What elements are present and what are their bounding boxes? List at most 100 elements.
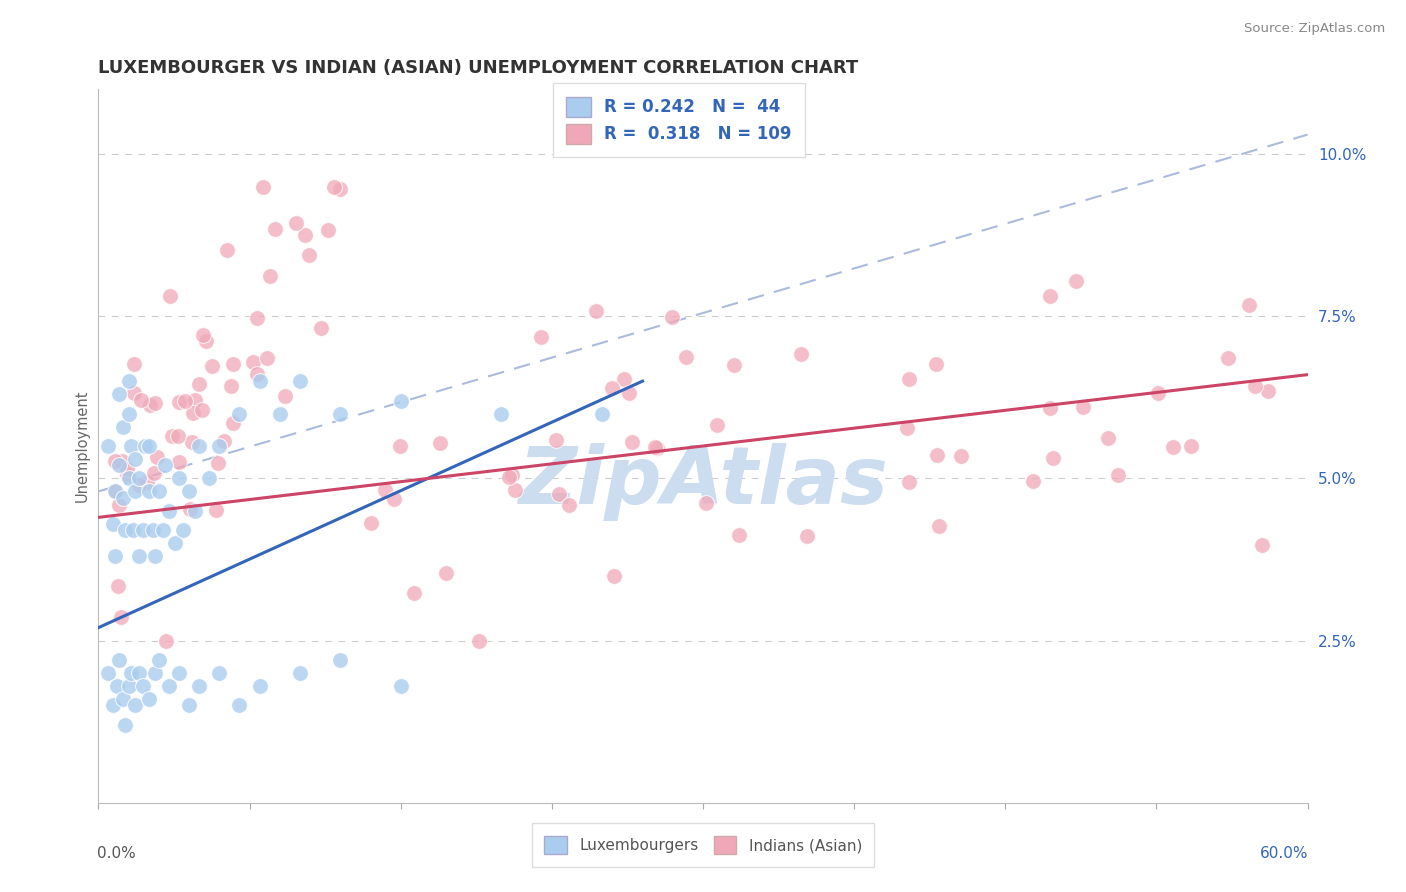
Point	[645, 441, 668, 455]
Point	[121, 524, 143, 538]
Point	[111, 419, 134, 434]
Point	[242, 355, 264, 369]
Point	[107, 653, 129, 667]
Point	[104, 453, 127, 467]
Point	[181, 406, 204, 420]
Point	[138, 692, 160, 706]
Point	[207, 457, 229, 471]
Point	[898, 475, 921, 490]
Point	[148, 653, 170, 667]
Point	[167, 666, 190, 681]
Text: 0.0%: 0.0%	[97, 846, 136, 861]
Point	[128, 471, 150, 485]
Point	[644, 441, 666, 455]
Point	[143, 396, 166, 410]
Text: LUXEMBOURGER VS INDIAN (ASIAN) UNEMPLOYMENT CORRELATION CHART: LUXEMBOURGER VS INDIAN (ASIAN) UNEMPLOYM…	[98, 59, 859, 77]
Point	[796, 529, 818, 543]
Point	[1250, 538, 1272, 552]
Point	[284, 216, 307, 230]
Point	[167, 455, 190, 469]
Point	[896, 421, 918, 435]
Point	[374, 483, 396, 497]
Point	[263, 222, 285, 236]
Point	[530, 330, 553, 344]
Point	[558, 498, 581, 512]
Point	[205, 503, 228, 517]
Point	[124, 357, 146, 371]
Point	[1107, 467, 1129, 482]
Point	[167, 471, 190, 485]
Point	[108, 499, 131, 513]
Point	[274, 388, 297, 402]
Point	[468, 633, 491, 648]
Point	[146, 450, 169, 465]
Point	[389, 393, 412, 408]
Point	[228, 698, 250, 713]
Point	[115, 462, 138, 476]
Point	[1161, 440, 1184, 454]
Point	[928, 519, 950, 533]
Point	[619, 385, 641, 400]
Point	[142, 466, 165, 480]
Point	[603, 569, 626, 583]
Point	[111, 491, 134, 505]
Point	[501, 467, 523, 482]
Point	[188, 679, 211, 693]
Point	[97, 666, 120, 681]
Point	[323, 179, 346, 194]
Point	[591, 407, 613, 421]
Point	[122, 386, 145, 401]
Point	[252, 179, 274, 194]
Point	[169, 395, 191, 409]
Point	[1147, 386, 1170, 401]
Point	[136, 475, 159, 490]
Point	[329, 653, 352, 667]
Point	[269, 407, 291, 421]
Point	[129, 392, 152, 407]
Point	[1180, 439, 1202, 453]
Point	[179, 698, 201, 713]
Point	[111, 454, 134, 468]
Point	[1039, 289, 1062, 303]
Point	[138, 439, 160, 453]
Point	[621, 434, 644, 449]
Point	[184, 504, 207, 518]
Point	[546, 434, 568, 448]
Point	[259, 269, 281, 284]
Point	[215, 243, 238, 257]
Point	[1073, 400, 1095, 414]
Point	[132, 679, 155, 693]
Text: 60.0%: 60.0%	[1260, 846, 1309, 861]
Point	[166, 429, 188, 443]
Point	[118, 374, 141, 388]
Point	[163, 536, 186, 550]
Point	[139, 398, 162, 412]
Point	[120, 439, 142, 453]
Point	[429, 435, 451, 450]
Point	[208, 439, 231, 453]
Point	[152, 524, 174, 538]
Point	[162, 429, 184, 443]
Point	[298, 248, 321, 262]
Point	[950, 449, 973, 463]
Point	[228, 407, 250, 421]
Point	[128, 666, 150, 681]
Point	[661, 310, 683, 324]
Point	[107, 458, 129, 473]
Point	[222, 357, 245, 371]
Point	[288, 374, 311, 388]
Point	[695, 496, 717, 510]
Point	[111, 692, 134, 706]
Point	[389, 439, 412, 453]
Point	[382, 491, 405, 506]
Point	[103, 484, 125, 499]
Point	[389, 679, 412, 693]
Point	[124, 484, 146, 499]
Point	[107, 579, 129, 593]
Text: Source: ZipAtlas.com: Source: ZipAtlas.com	[1244, 22, 1385, 36]
Point	[198, 471, 221, 485]
Point	[1216, 351, 1239, 365]
Point	[184, 393, 207, 408]
Point	[309, 321, 332, 335]
Point	[790, 347, 813, 361]
